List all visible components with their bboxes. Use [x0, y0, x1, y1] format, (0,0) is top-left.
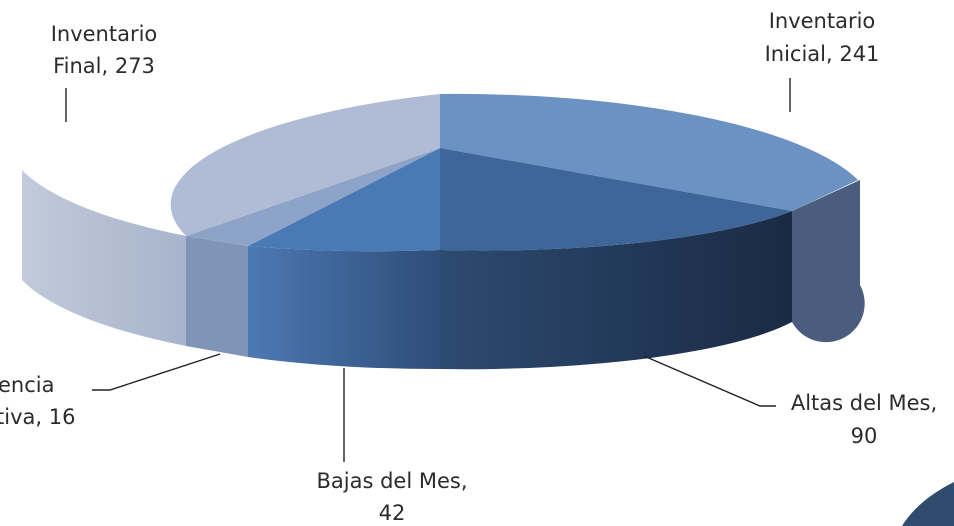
label-16-line1: encia	[0, 373, 54, 397]
label-inventario-inicial-line2: Inicial, 241	[765, 42, 880, 66]
slice-labels: Inventario Inicial, 241 Altas del Mes, 9…	[0, 9, 937, 525]
label-16-line2: tiva, 16	[0, 405, 75, 429]
label-bajas-line2: 42	[379, 501, 406, 525]
pie-slice-altas-del-mes	[440, 148, 792, 370]
label-altas-line1: Altas del Mes,	[791, 391, 937, 415]
pie-slice-bajas-del-mes	[248, 148, 440, 370]
pie-slice-inventario-inicial	[440, 93, 865, 343]
label-bajas-line1: Bajas del Mes,	[316, 469, 467, 493]
pie-slice-inventario-final	[22, 94, 441, 346]
pie-slice-16	[186, 148, 440, 357]
label-inventario-inicial-line1: Inventario	[769, 9, 876, 33]
corner-decoration	[902, 482, 954, 526]
label-inventario-final-line1: Inventario	[51, 22, 158, 46]
leader-lines	[65, 78, 791, 462]
label-inventario-final-line2: Final, 273	[53, 54, 155, 78]
label-altas-line2: 90	[851, 424, 878, 448]
